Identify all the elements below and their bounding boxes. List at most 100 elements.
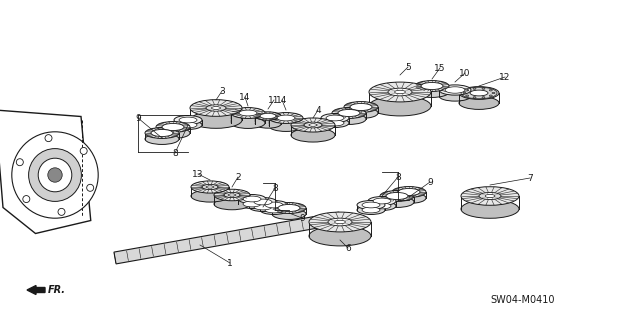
- Ellipse shape: [344, 101, 378, 112]
- Ellipse shape: [332, 114, 366, 124]
- Ellipse shape: [369, 96, 431, 116]
- Ellipse shape: [291, 118, 335, 132]
- Ellipse shape: [145, 128, 179, 139]
- Text: 8: 8: [395, 172, 401, 181]
- Ellipse shape: [145, 133, 179, 144]
- Ellipse shape: [321, 118, 349, 127]
- Text: 9: 9: [427, 178, 433, 187]
- Ellipse shape: [260, 201, 288, 210]
- Ellipse shape: [321, 114, 349, 123]
- Ellipse shape: [479, 193, 501, 200]
- Ellipse shape: [254, 199, 272, 205]
- Ellipse shape: [459, 97, 499, 109]
- Text: 1: 1: [227, 259, 233, 268]
- Ellipse shape: [231, 117, 265, 128]
- Circle shape: [87, 184, 94, 191]
- Ellipse shape: [191, 190, 229, 202]
- Ellipse shape: [398, 188, 420, 196]
- Ellipse shape: [272, 209, 306, 220]
- Text: 3: 3: [219, 86, 225, 95]
- Circle shape: [29, 148, 81, 201]
- Ellipse shape: [392, 193, 426, 204]
- Ellipse shape: [243, 201, 261, 207]
- Ellipse shape: [238, 200, 266, 209]
- Ellipse shape: [212, 107, 220, 109]
- Ellipse shape: [174, 121, 202, 130]
- Circle shape: [23, 196, 30, 203]
- Ellipse shape: [309, 226, 371, 246]
- Ellipse shape: [463, 92, 466, 94]
- Text: 11: 11: [268, 95, 279, 105]
- Ellipse shape: [357, 205, 385, 214]
- Ellipse shape: [206, 186, 214, 188]
- Ellipse shape: [269, 113, 303, 124]
- Ellipse shape: [466, 95, 469, 96]
- FancyArrow shape: [27, 285, 45, 294]
- Ellipse shape: [260, 114, 276, 119]
- Ellipse shape: [373, 203, 391, 209]
- Text: SW04-M0410: SW04-M0410: [490, 295, 555, 305]
- Ellipse shape: [214, 198, 250, 210]
- Circle shape: [45, 135, 52, 142]
- Ellipse shape: [249, 203, 277, 212]
- Ellipse shape: [394, 90, 406, 94]
- Text: FR.: FR.: [48, 285, 66, 295]
- Ellipse shape: [350, 103, 372, 110]
- Ellipse shape: [278, 204, 300, 212]
- Ellipse shape: [368, 196, 396, 205]
- Ellipse shape: [326, 120, 344, 126]
- Text: 15: 15: [434, 63, 446, 73]
- Text: 12: 12: [499, 73, 510, 82]
- Text: 14: 14: [239, 92, 251, 101]
- Ellipse shape: [309, 124, 317, 126]
- Ellipse shape: [344, 108, 378, 118]
- Ellipse shape: [489, 90, 492, 91]
- Ellipse shape: [445, 87, 465, 93]
- Ellipse shape: [243, 196, 261, 202]
- Text: 9: 9: [135, 114, 141, 123]
- Ellipse shape: [368, 202, 396, 211]
- Ellipse shape: [249, 197, 277, 206]
- Text: 7: 7: [527, 173, 533, 182]
- Ellipse shape: [255, 112, 281, 120]
- Ellipse shape: [162, 124, 184, 131]
- Ellipse shape: [415, 87, 449, 98]
- Ellipse shape: [373, 198, 391, 204]
- Ellipse shape: [362, 207, 380, 213]
- Ellipse shape: [482, 88, 485, 89]
- Circle shape: [58, 208, 65, 215]
- Ellipse shape: [304, 122, 322, 128]
- Circle shape: [12, 132, 98, 218]
- Ellipse shape: [269, 121, 303, 132]
- Ellipse shape: [459, 87, 499, 100]
- Ellipse shape: [328, 218, 352, 226]
- Ellipse shape: [179, 122, 197, 128]
- Ellipse shape: [229, 194, 235, 196]
- Ellipse shape: [461, 200, 519, 218]
- Text: 14: 14: [276, 95, 288, 105]
- Ellipse shape: [277, 115, 295, 121]
- Ellipse shape: [265, 202, 283, 208]
- Ellipse shape: [442, 88, 468, 92]
- Ellipse shape: [309, 212, 371, 232]
- Ellipse shape: [380, 191, 414, 202]
- Text: 10: 10: [460, 68, 471, 77]
- Ellipse shape: [473, 97, 476, 98]
- Ellipse shape: [335, 220, 345, 224]
- Circle shape: [80, 148, 87, 155]
- Ellipse shape: [415, 81, 449, 92]
- Ellipse shape: [254, 204, 272, 210]
- Ellipse shape: [421, 83, 443, 90]
- Ellipse shape: [191, 181, 229, 193]
- Ellipse shape: [492, 92, 495, 94]
- Ellipse shape: [179, 117, 197, 123]
- Ellipse shape: [466, 90, 469, 91]
- Ellipse shape: [238, 195, 266, 204]
- Text: 8: 8: [272, 183, 278, 193]
- Ellipse shape: [202, 184, 218, 189]
- Ellipse shape: [224, 192, 240, 197]
- Ellipse shape: [265, 207, 283, 213]
- Ellipse shape: [190, 100, 242, 116]
- Ellipse shape: [439, 85, 471, 95]
- Ellipse shape: [190, 112, 242, 128]
